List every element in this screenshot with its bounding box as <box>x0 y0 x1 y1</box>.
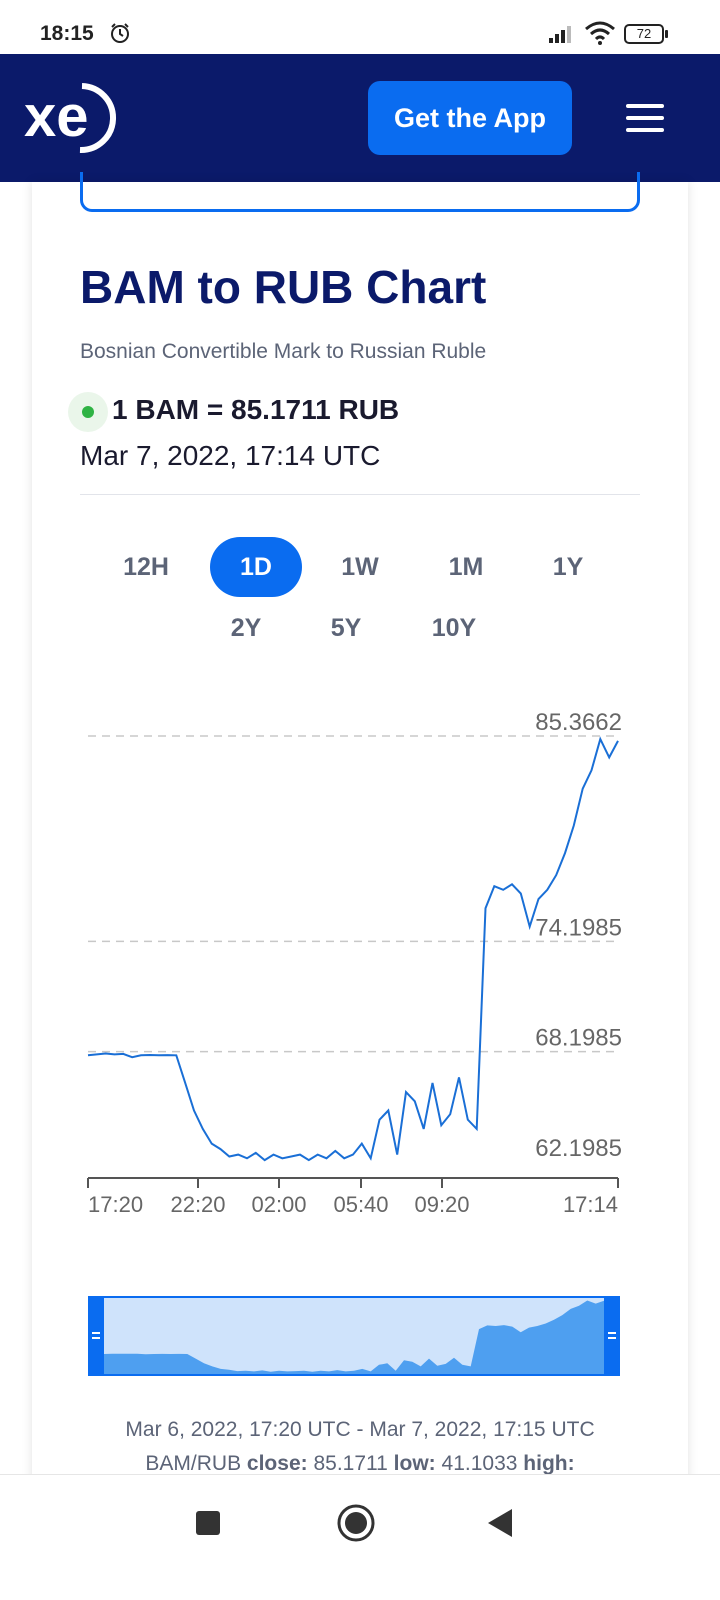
handle-grip <box>92 1337 100 1339</box>
live-dot-icon <box>82 406 94 418</box>
handle-grip <box>608 1332 616 1334</box>
range-12h-button[interactable]: 12H <box>100 537 192 597</box>
close-label: close: <box>246 1452 308 1475</box>
close-value: 85.1711 <box>313 1452 388 1475</box>
system-nav-bar <box>0 1474 720 1600</box>
range-1y-button[interactable]: 1Y <box>522 537 614 597</box>
battery-level: 72 <box>636 26 652 41</box>
navigator-area <box>104 1300 604 1374</box>
y-tick-label: 62.1985 <box>535 1135 622 1162</box>
y-tick-label: 74.1985 <box>535 914 622 941</box>
range-1m-button[interactable]: 1M <box>420 537 512 597</box>
xe-logo[interactable]: xe <box>22 78 122 158</box>
alarm-icon <box>111 23 129 43</box>
chart-navigator[interactable] <box>88 1296 620 1376</box>
y-tick-label: 68.1985 <box>535 1025 622 1052</box>
get-the-app-button[interactable]: Get the App <box>368 81 572 155</box>
x-tick-label: 05:40 <box>333 1192 388 1217</box>
status-time: 18:15 <box>40 22 94 45</box>
chart-stats: BAM/RUB close: 85.1711 low: 41.1033 high… <box>32 1452 688 1476</box>
status-bar: 18:15 72 <box>0 0 720 54</box>
range-2y-button[interactable]: 2Y <box>200 598 292 658</box>
current-rate: 1 BAM = 85.1711 RUB <box>112 394 400 425</box>
x-tick-label: 17:20 <box>88 1192 143 1217</box>
range-1d-button[interactable]: 1D <box>210 537 302 597</box>
back-icon[interactable] <box>486 1507 514 1539</box>
range-1w-button[interactable]: 1W <box>314 537 406 597</box>
rate-timestamp: Mar 7, 2022, 17:14 UTC <box>80 440 381 471</box>
range-10y-button[interactable]: 10Y <box>406 598 502 658</box>
x-tick-label: 22:20 <box>170 1192 225 1217</box>
battery-icon: 72 <box>624 24 670 44</box>
chart-card: BAM to RUB Chart Bosnian Convertible Mar… <box>32 172 688 1502</box>
hamburger-menu-icon[interactable] <box>626 104 664 132</box>
signal-icon <box>549 26 571 43</box>
y-tick-label: 85.3662 <box>535 709 622 736</box>
low-label: low: <box>393 1452 436 1475</box>
chart-date-range: Mar 6, 2022, 17:20 UTC - Mar 7, 2022, 17… <box>125 1418 595 1441</box>
x-tick-label: 17:14 <box>563 1192 618 1217</box>
page-title: BAM to RUB Chart <box>80 261 487 313</box>
home-icon[interactable] <box>336 1503 376 1543</box>
handle-grip <box>92 1332 100 1334</box>
navigator-handle-left <box>88 1296 104 1376</box>
navigator-handle-right <box>604 1296 620 1376</box>
logo-text: xe <box>24 84 89 149</box>
recent-apps-icon[interactable] <box>196 1511 220 1535</box>
wifi-icon <box>585 21 615 45</box>
x-tick-label: 02:00 <box>251 1192 306 1217</box>
low-value: 41.1033 <box>441 1452 518 1475</box>
x-tick-label: 09:20 <box>414 1192 469 1217</box>
chart-subtitle: Bosnian Convertible Mark to Russian Rubl… <box>80 340 487 363</box>
series-line <box>87 736 619 1162</box>
range-5y-button[interactable]: 5Y <box>300 598 392 658</box>
live-indicator <box>68 392 108 432</box>
high-label: high: <box>523 1452 575 1475</box>
app-header: xe Get the App <box>0 54 720 182</box>
divider <box>80 494 640 495</box>
pair-label: BAM/RUB <box>145 1452 242 1475</box>
converter-box-edge <box>80 172 640 212</box>
handle-grip <box>608 1337 616 1339</box>
rate-chart[interactable]: 85.3662 74.1985 68.1985 62.1985 17:20 22:20 02… <box>32 490 632 1230</box>
